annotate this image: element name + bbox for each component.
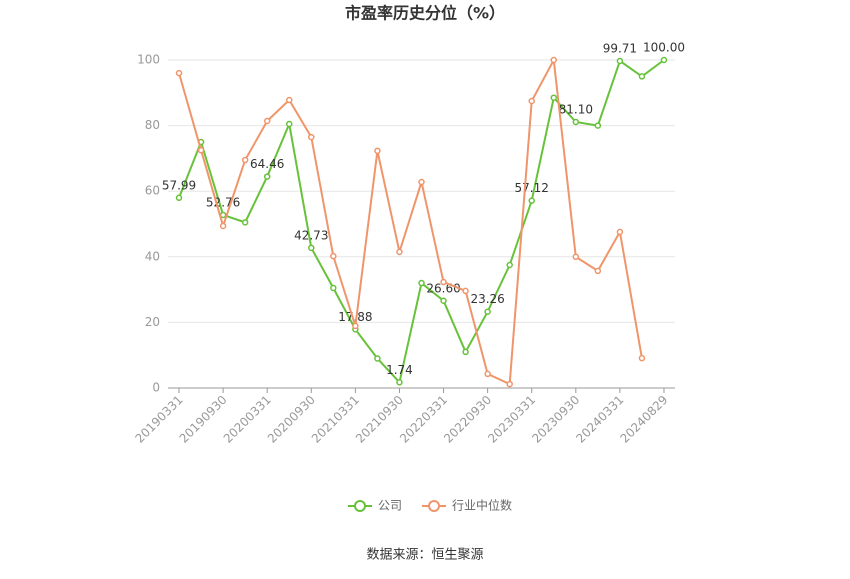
data-label: 52.76: [206, 195, 240, 209]
source: 数据来源：恒生聚源: [366, 548, 483, 563]
chart-title: 市盈率历史分位（%）: [345, 4, 505, 23]
point: [660, 56, 668, 64]
point: [528, 97, 535, 105]
y-tick-label: 0: [152, 381, 160, 395]
point: [197, 146, 205, 154]
point: [241, 156, 249, 164]
legend-marker: [354, 500, 366, 512]
point: [484, 308, 491, 315]
point: [440, 278, 447, 286]
data-label: 42.73: [294, 228, 328, 242]
point: [175, 194, 183, 202]
point: [308, 244, 315, 252]
point: [352, 322, 359, 330]
data-label: 99.71: [603, 41, 637, 55]
point: [308, 133, 315, 141]
point: [263, 117, 271, 125]
point: [374, 147, 381, 155]
point: [285, 96, 293, 104]
point: [572, 118, 580, 126]
data-label: 57.99: [162, 178, 196, 192]
data-label: 57.12: [515, 181, 549, 195]
y-tick-label: 80: [145, 118, 160, 132]
legend-label: 公司: [378, 499, 402, 513]
point: [616, 228, 624, 236]
data-label: 81.10: [559, 102, 593, 116]
point: [330, 252, 337, 260]
data-label: 17.88: [338, 310, 372, 324]
point: [175, 69, 183, 77]
y-tick-label: 100: [137, 53, 160, 67]
point: [506, 380, 513, 388]
point: [594, 267, 602, 275]
point: [396, 248, 403, 256]
point: [550, 56, 558, 64]
point: [506, 261, 513, 269]
line: [178, 56, 643, 386]
point: [462, 287, 469, 295]
point: [528, 197, 535, 204]
point: [418, 178, 425, 186]
point: [638, 354, 646, 362]
point: [241, 219, 249, 226]
point: [219, 222, 227, 230]
data-label: 23.26: [470, 292, 504, 306]
point: [594, 122, 602, 129]
legend-marker: [428, 500, 441, 512]
y-tick-label: 60: [145, 184, 160, 198]
point: [572, 253, 580, 261]
y-tick-label: 20: [145, 315, 160, 329]
point: [418, 279, 425, 287]
point: [462, 348, 469, 356]
point: [484, 370, 491, 378]
y-tick-label: 40: [145, 249, 160, 263]
point: [616, 57, 624, 65]
point: [396, 379, 403, 386]
legend-label: 行业中位数: [452, 498, 512, 513]
x-tick-label: 20240829: [617, 393, 670, 446]
point: [374, 355, 381, 362]
data-label: 100.00: [643, 41, 685, 55]
point: [285, 120, 293, 128]
point: [550, 94, 558, 101]
point: [440, 297, 447, 305]
point: [263, 173, 271, 180]
data-label: 1.74: [386, 363, 413, 377]
data-label: 64.46: [250, 157, 284, 171]
point: [638, 73, 646, 80]
point: [330, 284, 337, 292]
